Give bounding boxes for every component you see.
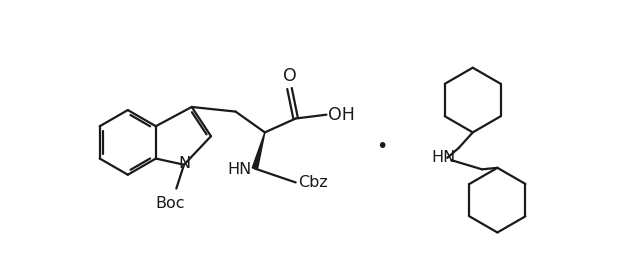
Text: •: • (376, 137, 388, 156)
Text: Boc: Boc (156, 196, 185, 211)
Text: Cbz: Cbz (298, 175, 328, 190)
Text: HN: HN (431, 150, 456, 165)
Polygon shape (252, 132, 265, 169)
Text: OH: OH (328, 106, 355, 124)
Text: O: O (284, 68, 297, 86)
Text: HN: HN (228, 162, 252, 177)
Text: N: N (179, 157, 191, 171)
